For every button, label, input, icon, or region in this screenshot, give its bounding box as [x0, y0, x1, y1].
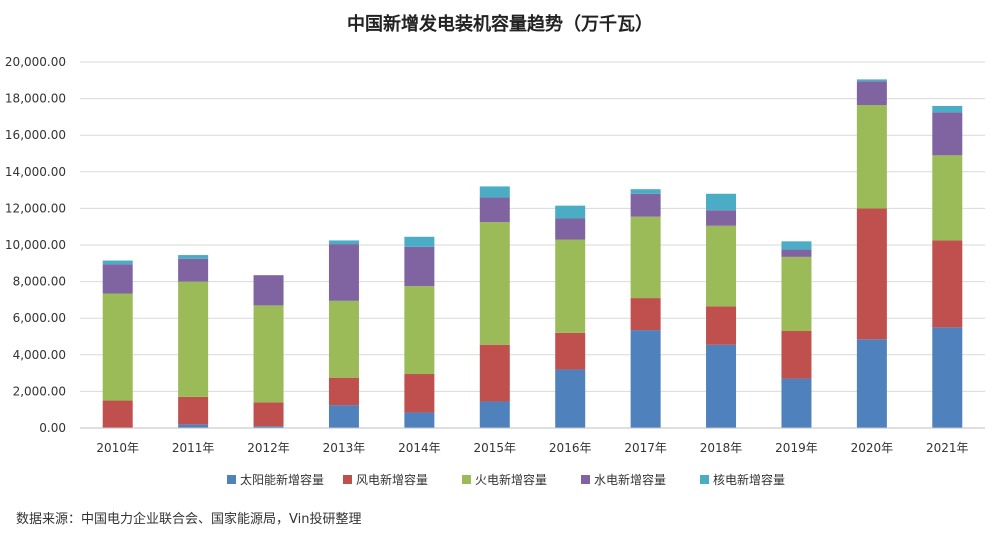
bar-segment [102, 400, 133, 428]
bar-segment [328, 377, 359, 406]
bar-segment [178, 396, 209, 425]
x-tick-label: 2021年 [926, 441, 969, 455]
bar-segment [178, 258, 209, 282]
legend-label: 太阳能新增容量 [240, 472, 324, 487]
bar-segment [781, 249, 812, 257]
y-tick-label: 4,000.00 [13, 348, 66, 362]
y-tick-label: 20,000.00 [5, 55, 66, 69]
bar-segment [253, 402, 284, 427]
chart-title: 中国新增发电装机容量趋势（万千瓦） [347, 14, 653, 35]
y-tick-label: 18,000.00 [5, 92, 66, 106]
x-tick-label: 2019年 [775, 441, 818, 455]
bar-segment [932, 105, 963, 113]
bar-segment [479, 401, 510, 428]
bar-segment [856, 105, 887, 209]
x-tick-label: 2012年 [247, 441, 290, 455]
legend-swatch [700, 475, 709, 484]
legend-swatch [343, 475, 352, 484]
bar-segment [328, 240, 359, 245]
bar-segment [856, 208, 887, 340]
bar-segment [404, 412, 435, 428]
bar-segment [932, 327, 963, 428]
bar-segment [178, 424, 209, 428]
bar-segment [706, 344, 737, 428]
x-tick-label: 2018年 [700, 441, 743, 455]
y-tick-label: 2,000.00 [13, 384, 66, 398]
bar-segment [102, 293, 133, 401]
bar-segment [555, 369, 586, 428]
bar-segment [555, 332, 586, 370]
bar-segment [781, 331, 812, 379]
bar-segment [630, 330, 661, 428]
bar-segment [102, 260, 133, 265]
bars [102, 79, 963, 428]
legend-swatch [227, 475, 236, 484]
x-tick-label: 2014年 [398, 441, 441, 455]
y-tick-label: 0.00 [39, 421, 66, 435]
x-tick-label: 2016年 [549, 441, 592, 455]
bar-segment [856, 81, 887, 106]
bar-segment [328, 405, 359, 428]
bar-segment [932, 240, 963, 328]
legend-label: 火电新增容量 [475, 472, 547, 487]
bar-segment [706, 225, 737, 307]
gridlines [80, 61, 985, 429]
y-tick-label: 8,000.00 [13, 275, 66, 289]
bar-segment [328, 300, 359, 378]
y-tick-label: 10,000.00 [5, 238, 66, 252]
bar-segment [404, 374, 435, 413]
y-tick-label: 12,000.00 [5, 201, 66, 215]
bar-segment [856, 339, 887, 428]
axes: 0.00 2,000.00 4,000.00 6,000.00 8,000.00 10,0… [5, 55, 985, 455]
x-tick-label: 2017年 [624, 441, 667, 455]
bar-segment [781, 241, 812, 250]
bar-segment [404, 236, 435, 247]
bar-segment [706, 306, 737, 345]
bar-segment [630, 298, 661, 331]
legend-swatch [462, 475, 471, 484]
y-tick-label: 16,000.00 [5, 128, 66, 142]
bar-segment [479, 197, 510, 223]
bar-segment [555, 218, 586, 240]
x-tick-label: 2013年 [323, 441, 366, 455]
bar-segment [479, 222, 510, 345]
bar-segment [253, 275, 284, 306]
bar-segment [781, 256, 812, 332]
bar-segment [706, 193, 737, 211]
legend-label: 核电新增容量 [713, 472, 785, 487]
bar-segment [479, 344, 510, 402]
source-note: 数据来源：中国电力企业联合会、国家能源局，Vin投研整理 [16, 512, 362, 527]
x-tick-label: 2010年 [96, 441, 139, 455]
legend-label: 水电新增容量 [594, 472, 666, 487]
bar-segment [178, 281, 209, 397]
legend: 太阳能新增容量 风电新增容量 火电新增容量 水电新增容量 核电新增容量 [227, 472, 785, 487]
legend-swatch [581, 475, 590, 484]
x-tick-label: 2015年 [474, 441, 517, 455]
bar-segment [479, 186, 510, 198]
bar-segment [781, 378, 812, 428]
bar-segment [404, 286, 435, 375]
bar-segment [555, 205, 586, 219]
bar-segment [178, 255, 209, 259]
bar-segment [253, 305, 284, 403]
bar-segment [630, 216, 661, 299]
bar-segment [630, 189, 661, 194]
bar-segment [328, 244, 359, 301]
bar-segment [253, 426, 284, 428]
bar-segment [932, 112, 963, 156]
bar-segment [856, 79, 887, 82]
x-tick-label: 2020年 [851, 441, 894, 455]
bar-segment [102, 264, 133, 294]
bar-segment [630, 193, 661, 217]
legend-label: 风电新增容量 [356, 472, 428, 487]
y-tick-label: 6,000.00 [13, 311, 66, 325]
bar-segment [404, 246, 435, 287]
bar-segment [706, 210, 737, 226]
bar-segment [932, 155, 963, 241]
bar-segment [555, 239, 586, 333]
y-tick-label: 14,000.00 [5, 165, 66, 179]
x-tick-label: 2011年 [172, 441, 215, 455]
